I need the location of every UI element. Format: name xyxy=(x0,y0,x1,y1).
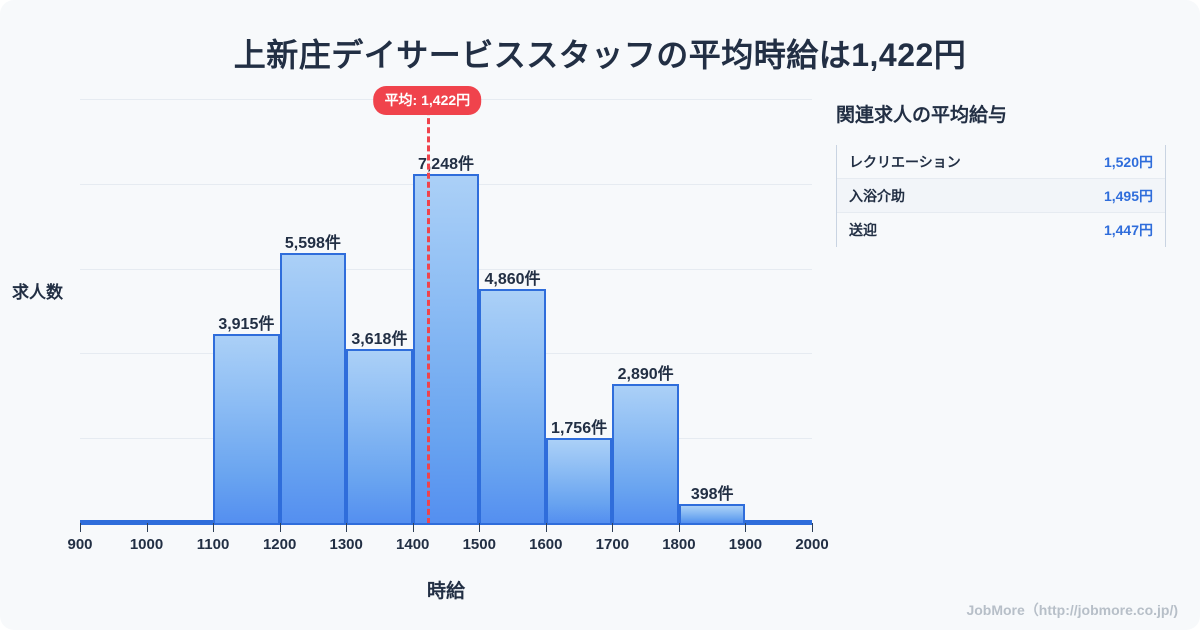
average-badge: 平均: 1,422円 xyxy=(373,86,482,115)
job-name: 送迎 xyxy=(849,222,877,238)
job-salary-value: 1,495円 xyxy=(1103,187,1153,204)
x-tick-mark xyxy=(346,523,348,532)
histogram-bar xyxy=(213,334,280,523)
x-tick-mark xyxy=(146,523,148,532)
job-salary-value: 1,520円 xyxy=(1103,153,1153,170)
x-tick-label: 1800 xyxy=(662,536,696,553)
footer-watermark: JobMore（http://jobmore.co.jp/) xyxy=(966,602,1178,618)
bar-value-label: 4,860件 xyxy=(484,270,541,288)
bar-value-label: 3,915件 xyxy=(218,316,275,334)
x-tick-label: 1100 xyxy=(196,536,230,553)
histogram-bar xyxy=(612,383,679,523)
x-tick-label: 1400 xyxy=(396,536,430,553)
x-tick-label: 1200 xyxy=(262,536,297,553)
bar-value-label: 7,248件 xyxy=(417,155,474,173)
x-tick-mark xyxy=(80,523,81,532)
related-salary-panel: 関連求人の平均給与 レクリエーション 1,520円入浴介助 1,495円送迎 1,44… xyxy=(836,100,1166,247)
x-tick-mark xyxy=(213,523,215,532)
histogram-bar xyxy=(279,253,347,523)
table-row: 送迎 1,447円 xyxy=(837,213,1165,247)
bar-value-label: 1,756件 xyxy=(551,420,608,438)
histogram-chart: 求人数 3,915件 5,598件 3,618件 7,248件 4,860件 1,756件… xyxy=(0,86,830,602)
table-row: 入浴介助 1,495円 xyxy=(837,179,1165,213)
bar-value-label: 5,598件 xyxy=(284,235,341,253)
x-tick-label: 900 xyxy=(67,536,93,553)
x-tick-mark xyxy=(745,523,747,532)
histogram-bar xyxy=(80,520,147,523)
x-axis-line xyxy=(80,523,812,525)
histogram-bar xyxy=(479,288,546,523)
job-salary-value: 1,447円 xyxy=(1103,222,1153,238)
related-salary-title: 関連求人の平均給与 xyxy=(836,105,1008,126)
histogram-bar xyxy=(412,173,480,523)
x-tick-label: 1900 xyxy=(728,536,763,553)
x-tick-mark xyxy=(412,523,414,532)
page-title: 上新庄デイサービススタッフの平均時給は1,422円 xyxy=(233,37,967,73)
histogram-bar xyxy=(545,438,613,523)
related-salary-table: レクリエーション 1,520円入浴介助 1,495円送迎 1,447円 xyxy=(836,145,1166,247)
x-tick-mark xyxy=(678,523,680,532)
x-tick-label: 1700 xyxy=(595,536,630,553)
job-name: 入浴介助 xyxy=(849,187,905,204)
y-axis-title: 求人数 xyxy=(12,283,63,302)
x-tick-label: 1000 xyxy=(129,536,164,553)
histogram-bar xyxy=(346,348,413,523)
average-line xyxy=(427,100,431,524)
plot-area: 3,915件 5,598件 3,618件 7,248件 4,860件 1,756件 2,89… xyxy=(67,99,829,553)
x-tick-mark xyxy=(479,523,481,532)
x-tick-label: 1300 xyxy=(329,536,363,553)
x-tick-label: 1600 xyxy=(529,536,563,553)
job-name: レクリエーション xyxy=(849,153,961,170)
x-tick-label: 1500 xyxy=(462,536,496,553)
histogram-bar xyxy=(745,520,812,523)
histogram-bar xyxy=(678,503,746,523)
x-axis-title: 時給 xyxy=(426,581,465,602)
x-tick-mark xyxy=(812,523,813,532)
x-tick-mark xyxy=(279,523,281,532)
table-row: レクリエーション 1,520円 xyxy=(837,145,1165,179)
histogram-bar xyxy=(146,520,214,523)
bar-value-label: 3,618件 xyxy=(351,330,408,348)
bar-value-label: 398件 xyxy=(690,485,734,503)
x-tick-mark xyxy=(545,523,547,532)
x-tick-label: 2000 xyxy=(795,536,829,553)
bar-value-label: 2,890件 xyxy=(617,365,674,383)
x-tick-mark xyxy=(612,523,614,532)
